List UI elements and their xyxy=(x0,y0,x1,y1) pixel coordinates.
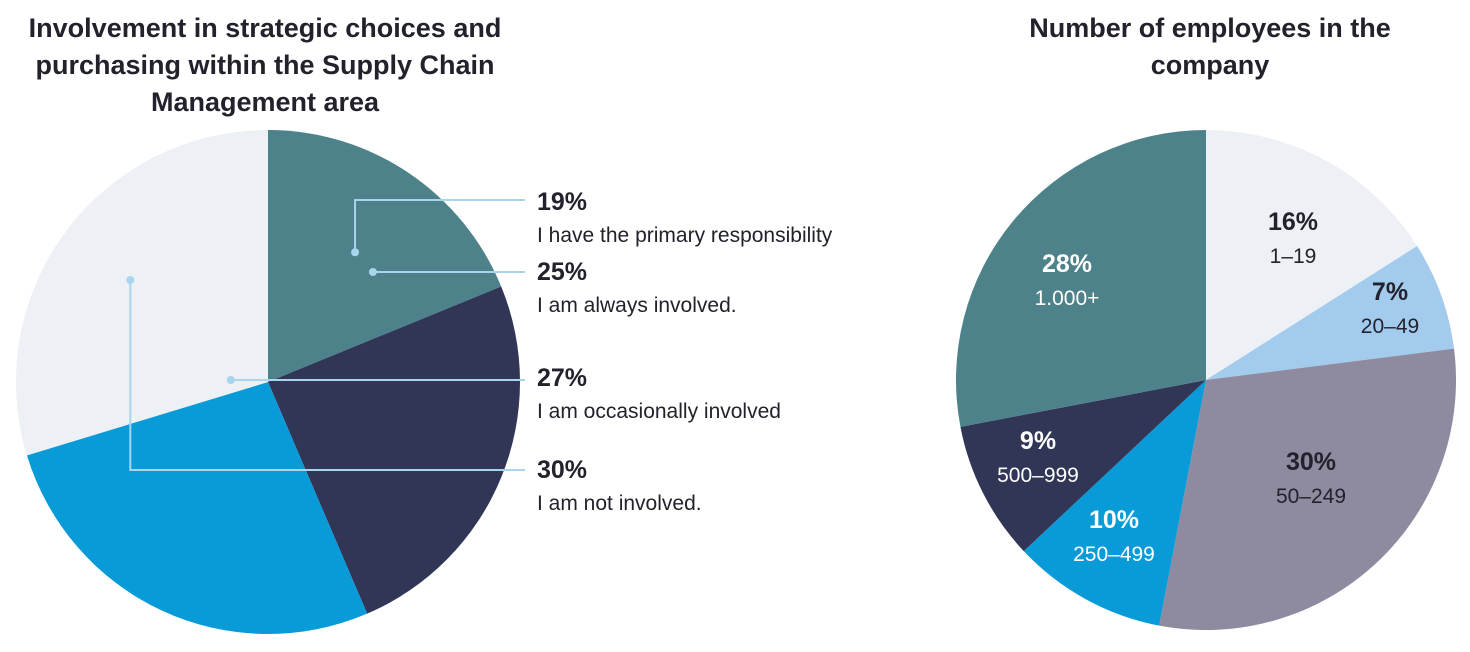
slice-label-i-am-always-involved: I am always involved. xyxy=(537,294,737,317)
leader-dot-i-am-always-involved xyxy=(368,268,377,276)
involvement-slice-i-am-occasionally-involved xyxy=(26,382,368,634)
involvement-slice-i-have-the-primary-responsibility xyxy=(268,130,502,382)
slice-percent-i-am-not-involved: 30% xyxy=(537,456,587,484)
chart-title-involvement: Involvement in strategic choices and pur… xyxy=(28,13,502,117)
leader-dot-i-am-occasionally-involved xyxy=(226,376,235,384)
involvement-slice-i-am-always-involved xyxy=(268,286,521,614)
slice-label-i-am-occasionally-involved: I am occasionally involved xyxy=(537,400,781,423)
slice-percent-500-999: 9% xyxy=(1020,427,1056,455)
leader-line-i-am-not-involved xyxy=(129,279,525,471)
slice-percent-i-have-the-primary-responsibility: 19% xyxy=(537,188,587,216)
slice-percent-20-49: 7% xyxy=(1372,278,1408,306)
employees-slice-1-19 xyxy=(1206,130,1418,380)
slice-percent-1-19: 16% xyxy=(1268,208,1318,236)
slice-label-1-000: 1.000+ xyxy=(1035,287,1100,310)
slice-percent-i-am-always-involved: 25% xyxy=(537,258,587,286)
involvement-slice-i-am-not-involved xyxy=(15,130,268,456)
legend-labels-involvement: 19% I have the primary responsibility 25% I… xyxy=(537,188,833,515)
employees-slice-500-999 xyxy=(960,380,1206,552)
slice-label-1-19: 1–19 xyxy=(1270,245,1317,268)
leader-dot-i-have-the-primary-responsibility xyxy=(351,248,360,257)
slice-label-i-am-not-involved: I am not involved. xyxy=(537,492,702,515)
slice-label-50-249: 50–249 xyxy=(1276,485,1346,508)
slice-label-20-49: 20–49 xyxy=(1361,315,1419,338)
leader-dot-i-am-not-involved xyxy=(126,275,135,284)
slice-percent-i-am-occasionally-involved: 27% xyxy=(537,364,587,392)
pie-employees xyxy=(955,130,1456,631)
slice-label-500-999: 500–999 xyxy=(997,464,1079,487)
employees-slice-1-000 xyxy=(955,130,1206,427)
chart-title-employees: Number of employees in the company xyxy=(1029,13,1391,80)
employees-slice-50-249 xyxy=(1159,348,1456,631)
slice-labels-employees: 16% 1–19 7% 20–49 30% 50–249 10% 250–499 9% 500–9… xyxy=(997,208,1419,566)
leader-line-i-have-the-primary-responsibility xyxy=(354,199,525,253)
slice-percent-50-249: 30% xyxy=(1286,448,1336,476)
pie-involvement xyxy=(15,130,521,634)
slice-percent-250-499: 10% xyxy=(1089,506,1139,534)
slice-label-250-499: 250–499 xyxy=(1073,543,1155,566)
employees-slice-250-499 xyxy=(1023,380,1206,626)
slice-percent-1-000: 28% xyxy=(1042,250,1092,278)
employees-slice-20-49 xyxy=(1206,246,1455,380)
leader-lines xyxy=(126,199,525,471)
slice-label-i-have-the-primary-responsibility: I have the primary responsibility xyxy=(537,224,833,247)
